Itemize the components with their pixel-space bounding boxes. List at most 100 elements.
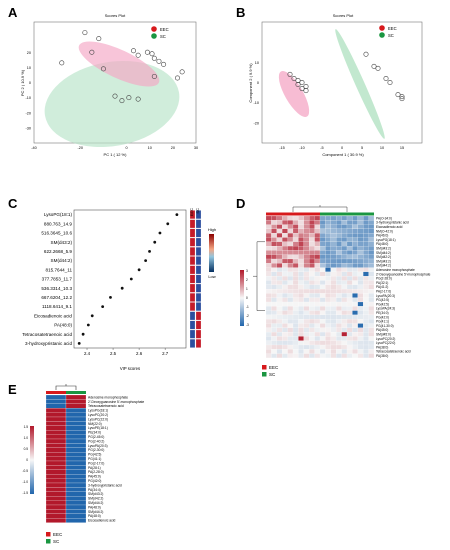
vip-feature-label: 3-hydroxypristanic acid — [25, 341, 72, 346]
heatmap-cell — [276, 280, 283, 285]
heatmap-cell — [325, 254, 331, 260]
heatmap-cell — [346, 233, 353, 238]
heatmap-cell — [271, 353, 277, 358]
eec-point — [161, 61, 167, 67]
heatmap-cell — [325, 276, 331, 281]
x-axis-label-b: Component 1 ( 30.9 %) — [322, 152, 364, 157]
heatmap-cell — [368, 220, 375, 225]
heatmap-row-label: PG(2-28:0) — [376, 277, 392, 281]
heatmap-cell — [265, 297, 272, 303]
heatmap-cell — [65, 416, 87, 422]
heatmap-row-label: PG(41:1) — [88, 457, 101, 461]
heatmap-cell — [319, 314, 326, 320]
heatmap-cell — [325, 297, 331, 303]
heatmap-cell — [309, 289, 315, 294]
y-axis-label-b: Component 2 ( 9.9 %) — [248, 63, 253, 103]
heatmap-cell — [352, 271, 358, 277]
eec-point — [287, 71, 293, 77]
heatmap-cell — [357, 280, 364, 285]
heatmap-cell — [309, 293, 315, 298]
heatmap-cell — [330, 263, 337, 268]
heatmap-cell — [357, 233, 364, 238]
heatmap-cell — [65, 509, 87, 514]
heatmap-cell — [357, 327, 364, 333]
heatmap-cell — [287, 301, 294, 307]
heatmap-cell — [276, 271, 283, 277]
colorbar-tick-label: -1 — [246, 305, 249, 309]
x-ticks-c: 2.4 2.5 2.6 2.7 — [84, 348, 169, 356]
heatmap-cell — [352, 314, 358, 320]
heatmap-cell — [346, 271, 353, 277]
heatmap-cell — [330, 314, 337, 320]
heatmap-cell — [282, 306, 288, 311]
heatmap-cell — [292, 284, 299, 290]
heatmap-cell — [341, 267, 348, 272]
heatmap-cell — [276, 323, 283, 328]
x-tick-label: 10 — [380, 146, 384, 150]
heatmap-cell — [65, 443, 87, 448]
heatmap-cell — [65, 421, 87, 426]
heatmap-cell — [346, 323, 353, 328]
heatmap-cell — [346, 349, 353, 354]
heatmap-cell — [314, 237, 321, 242]
heatmap-cell — [341, 228, 348, 234]
heatmap-cell — [298, 246, 304, 251]
heatmap-cell — [363, 250, 369, 255]
heatmap-cell — [303, 297, 310, 303]
heatmap-cell — [265, 280, 272, 285]
legend-sc-swatch-e — [46, 539, 51, 544]
heatmap-row-labels-e: Adenosine monophosphate2'-Deoxyguanosine… — [88, 395, 144, 522]
heatmap-row-label: PG(2-30:0) — [88, 448, 104, 452]
heatmap-row-label: SM(d42:2) — [376, 255, 391, 259]
heatmap-cell — [368, 297, 375, 303]
heatmap-cell — [330, 301, 337, 307]
heatmap-cell — [45, 491, 67, 497]
heatmap-cell — [352, 310, 358, 315]
heatmap-cell — [292, 246, 299, 251]
heatmap-cell — [336, 289, 342, 294]
heatmap-cell — [298, 310, 304, 315]
heatmap-cell — [330, 280, 337, 285]
heatmap-cell — [45, 421, 67, 426]
vip-sc-cell — [195, 210, 202, 219]
heatmap-cell — [271, 215, 277, 221]
heatmap-cell — [271, 258, 277, 264]
heatmap-cell — [341, 276, 348, 281]
heatmap-cell — [309, 306, 315, 311]
colorbar-tick-label: 0 — [246, 296, 248, 300]
heatmap-cell — [314, 297, 321, 303]
heatmap-row-label: PA(48:0) — [88, 505, 101, 509]
heatmap-row-label: Eicosadienoic acid — [88, 519, 115, 523]
heatmap-cell — [336, 215, 342, 221]
heatmap-cell — [45, 469, 67, 475]
heatmap-cell — [65, 500, 87, 506]
heatmap-cell — [368, 276, 375, 281]
heatmap-cell — [368, 228, 375, 234]
heatmap-cell — [341, 332, 348, 337]
heatmap-cell — [292, 241, 299, 247]
heatmap-cell — [287, 263, 294, 268]
vip-point — [129, 277, 133, 281]
heatmap-cell — [276, 314, 283, 320]
colorbar-tick-label: 1.0 — [24, 436, 29, 440]
heatmap-cell — [265, 301, 272, 307]
heatmap-cell — [298, 224, 304, 229]
heatmap-cell — [363, 293, 369, 298]
heatmap-cell — [303, 293, 310, 298]
heatmap-cell — [319, 271, 326, 277]
heatmap-cell — [282, 250, 288, 255]
heatmap-cell — [309, 280, 315, 285]
heatmap-cell — [346, 246, 353, 251]
heatmap-cell — [341, 349, 348, 354]
heatmap-cell — [368, 233, 375, 238]
sc-point — [112, 93, 118, 99]
heatmap-cell — [357, 336, 364, 341]
eec-point — [295, 77, 301, 83]
heatmap-cell — [282, 323, 288, 328]
eec-point — [151, 55, 157, 61]
heatmap-cell — [265, 344, 272, 350]
y-tick-label: -20 — [26, 111, 32, 115]
heatmap-cell — [292, 319, 299, 324]
vip-feature-label: 1118.6414_9.1 — [42, 304, 72, 309]
heatmap-cell — [368, 246, 375, 251]
